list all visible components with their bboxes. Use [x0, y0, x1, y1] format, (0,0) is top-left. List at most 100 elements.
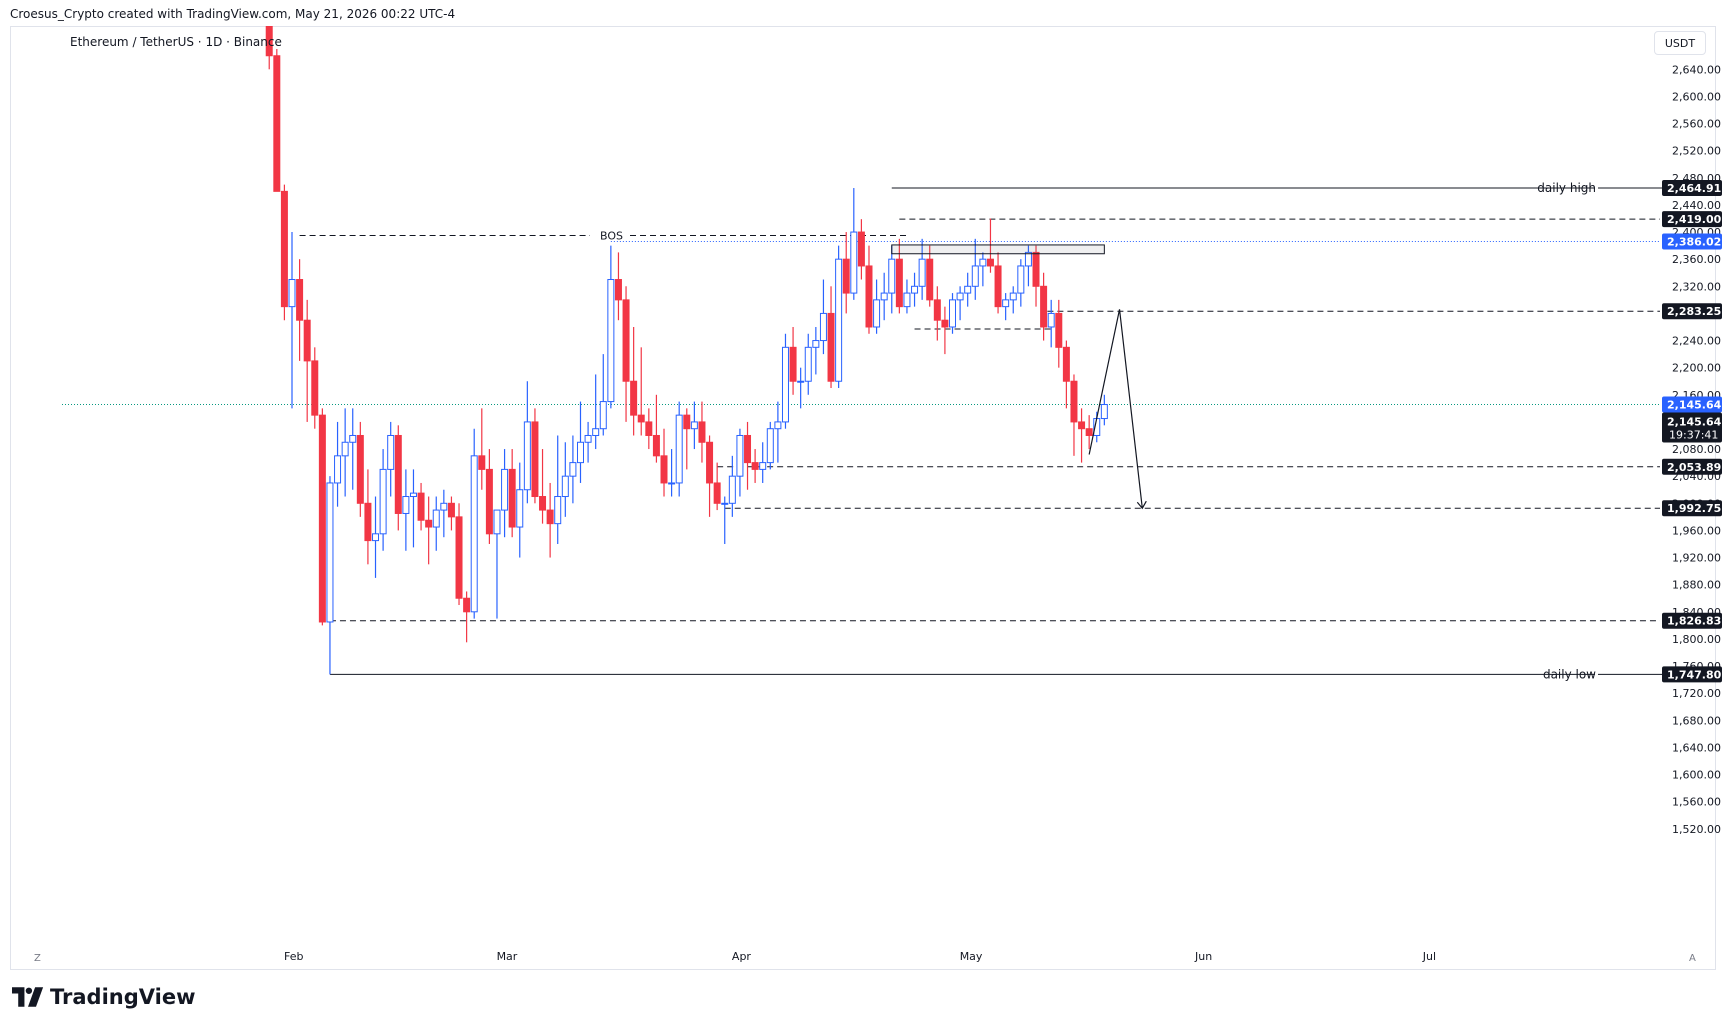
- price-label-bg: [1662, 303, 1722, 320]
- candle-body: [592, 428, 600, 436]
- chart-frame: [10, 26, 1716, 970]
- candle-body: [1009, 292, 1017, 301]
- candle-body: [576, 441, 584, 464]
- y-tick-label: 1,640.00: [1672, 741, 1721, 754]
- x-tick-label: Mar: [497, 950, 518, 963]
- price-label: 2,464.91: [1667, 182, 1721, 195]
- y-tick-label: 1,960.00: [1672, 524, 1721, 537]
- candle-body: [728, 475, 736, 504]
- candle-body: [1047, 312, 1055, 328]
- candle-body: [516, 489, 524, 528]
- candle-body: [485, 468, 493, 535]
- candle-body: [850, 231, 858, 294]
- candle-body: [660, 455, 668, 484]
- price-label: 1,826.83: [1667, 615, 1721, 628]
- candle-body: [1070, 380, 1078, 423]
- candle-body: [341, 441, 349, 457]
- tradingview-logo[interactable]: TradingView: [12, 985, 195, 1009]
- price-label: 2,283.25: [1667, 305, 1721, 318]
- price-label: 2,419.00: [1667, 213, 1722, 226]
- last-price-block: [1662, 412, 1722, 443]
- candle-body: [683, 414, 691, 430]
- bar-countdown: 19:37:41: [1669, 429, 1718, 442]
- candle-body: [880, 292, 888, 301]
- candle-body: [949, 299, 957, 328]
- candle-body: [455, 516, 463, 599]
- y-tick-label: 1,520.00: [1672, 823, 1721, 836]
- candle-body: [774, 421, 782, 430]
- candle-body: [918, 258, 926, 287]
- candle-body: [539, 496, 547, 511]
- candle-body: [789, 346, 797, 382]
- candle-body: [706, 441, 714, 484]
- candle-body: [273, 55, 281, 192]
- y-tick-label: 1,920.00: [1672, 552, 1721, 565]
- price-label-bg: [1662, 180, 1722, 197]
- candle-body: [417, 492, 425, 521]
- candle-body: [827, 312, 835, 382]
- candle-body: [1024, 251, 1032, 267]
- candle-body: [713, 482, 721, 504]
- candle-body: [334, 455, 342, 484]
- y-tick-label: 1,800.00: [1672, 633, 1721, 646]
- plot-area: [62, 26, 1660, 675]
- candle-body: [668, 482, 676, 485]
- candle-body: [759, 462, 767, 470]
- candle-body: [508, 468, 516, 528]
- candle-body: [296, 279, 304, 321]
- candle-body: [721, 502, 729, 505]
- candle-body: [941, 319, 949, 328]
- candle-body: [1002, 299, 1010, 308]
- y-tick-label: 2,600.00: [1672, 90, 1721, 103]
- candle-body: [888, 258, 896, 294]
- symbol-label[interactable]: Ethereum / TetherUS · 1D · Binance: [70, 35, 282, 49]
- candle-body: [736, 434, 744, 477]
- candle-body: [812, 340, 820, 348]
- candle-body: [425, 519, 433, 528]
- candle-body: [584, 434, 592, 443]
- candle-body: [1032, 251, 1040, 287]
- candle-body: [265, 26, 273, 57]
- candle-body: [409, 492, 417, 498]
- candle-body: [1100, 404, 1108, 420]
- candle-body: [652, 434, 660, 457]
- auto-scale-button[interactable]: A: [1689, 953, 1696, 964]
- candle-body: [865, 265, 873, 328]
- candle-body: [797, 380, 805, 383]
- candle-body: [501, 468, 509, 511]
- candle-body: [288, 279, 296, 308]
- candle-body: [964, 285, 972, 294]
- zoom-toggle-button[interactable]: Z: [34, 953, 41, 964]
- y-tick-label: 2,080.00: [1672, 443, 1721, 456]
- candle-body: [569, 462, 577, 477]
- candle-body: [622, 299, 630, 382]
- last-price-label: 2,145.64: [1667, 416, 1722, 429]
- currency-button[interactable]: USDT: [1654, 31, 1706, 55]
- candle-body: [318, 414, 326, 623]
- price-label-bg: [1662, 458, 1722, 475]
- candle-body: [447, 502, 455, 518]
- candle-body: [819, 312, 827, 342]
- range-box: [891, 244, 1105, 255]
- candle-body: [979, 258, 987, 267]
- candle-body: [280, 190, 288, 308]
- candle-body: [744, 434, 752, 464]
- brand-name: TradingView: [50, 985, 196, 1009]
- candle-body: [842, 258, 850, 294]
- candle-body: [751, 462, 759, 470]
- price-label-bg: [1662, 500, 1722, 517]
- candle-body: [356, 434, 364, 504]
- y-tick-label: 2,560.00: [1672, 118, 1721, 131]
- candle-body: [470, 455, 478, 613]
- y-tick-label: 1,600.00: [1672, 769, 1721, 782]
- y-tick-label: 2,240.00: [1672, 335, 1721, 348]
- candle-body: [903, 292, 911, 308]
- candle-body: [1017, 265, 1025, 294]
- candle-body: [546, 509, 554, 525]
- price-label: 2,053.89: [1667, 461, 1721, 474]
- price-label-bg: [1662, 396, 1722, 413]
- candle-body: [349, 434, 357, 443]
- price-label-bg: [1662, 666, 1722, 683]
- candle-body: [781, 346, 789, 423]
